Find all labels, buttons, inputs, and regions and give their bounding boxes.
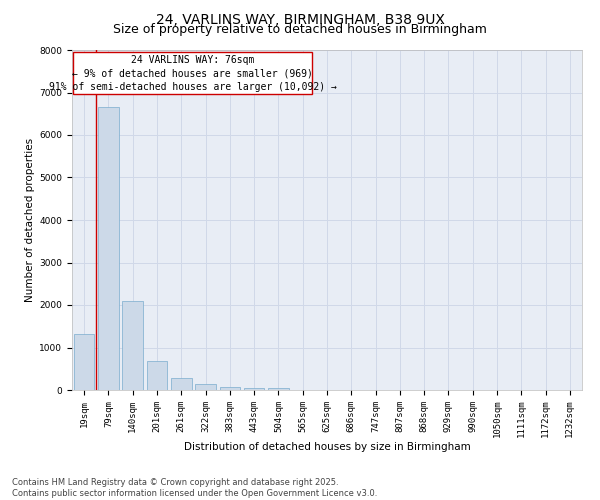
Text: 24 VARLINS WAY: 76sqm: 24 VARLINS WAY: 76sqm [131,54,254,64]
FancyBboxPatch shape [73,52,313,94]
Bar [146,361,167,390]
Bar [171,378,191,390]
Y-axis label: Number of detached properties: Number of detached properties [25,138,35,302]
Bar [98,108,119,390]
Text: Contains HM Land Registry data © Crown copyright and database right 2025.
Contai: Contains HM Land Registry data © Crown c… [12,478,377,498]
Text: ← 9% of detached houses are smaller (969): ← 9% of detached houses are smaller (969… [73,68,313,78]
Text: 91% of semi-detached houses are larger (10,092) →: 91% of semi-detached houses are larger (… [49,82,337,92]
Bar [220,386,240,390]
X-axis label: Distribution of detached houses by size in Birmingham: Distribution of detached houses by size … [184,442,470,452]
Bar [122,300,143,390]
Bar [244,388,265,390]
Text: 24, VARLINS WAY, BIRMINGHAM, B38 9UX: 24, VARLINS WAY, BIRMINGHAM, B38 9UX [155,12,445,26]
Bar [195,384,216,390]
Bar [268,388,289,390]
Bar [74,334,94,390]
Text: Size of property relative to detached houses in Birmingham: Size of property relative to detached ho… [113,22,487,36]
